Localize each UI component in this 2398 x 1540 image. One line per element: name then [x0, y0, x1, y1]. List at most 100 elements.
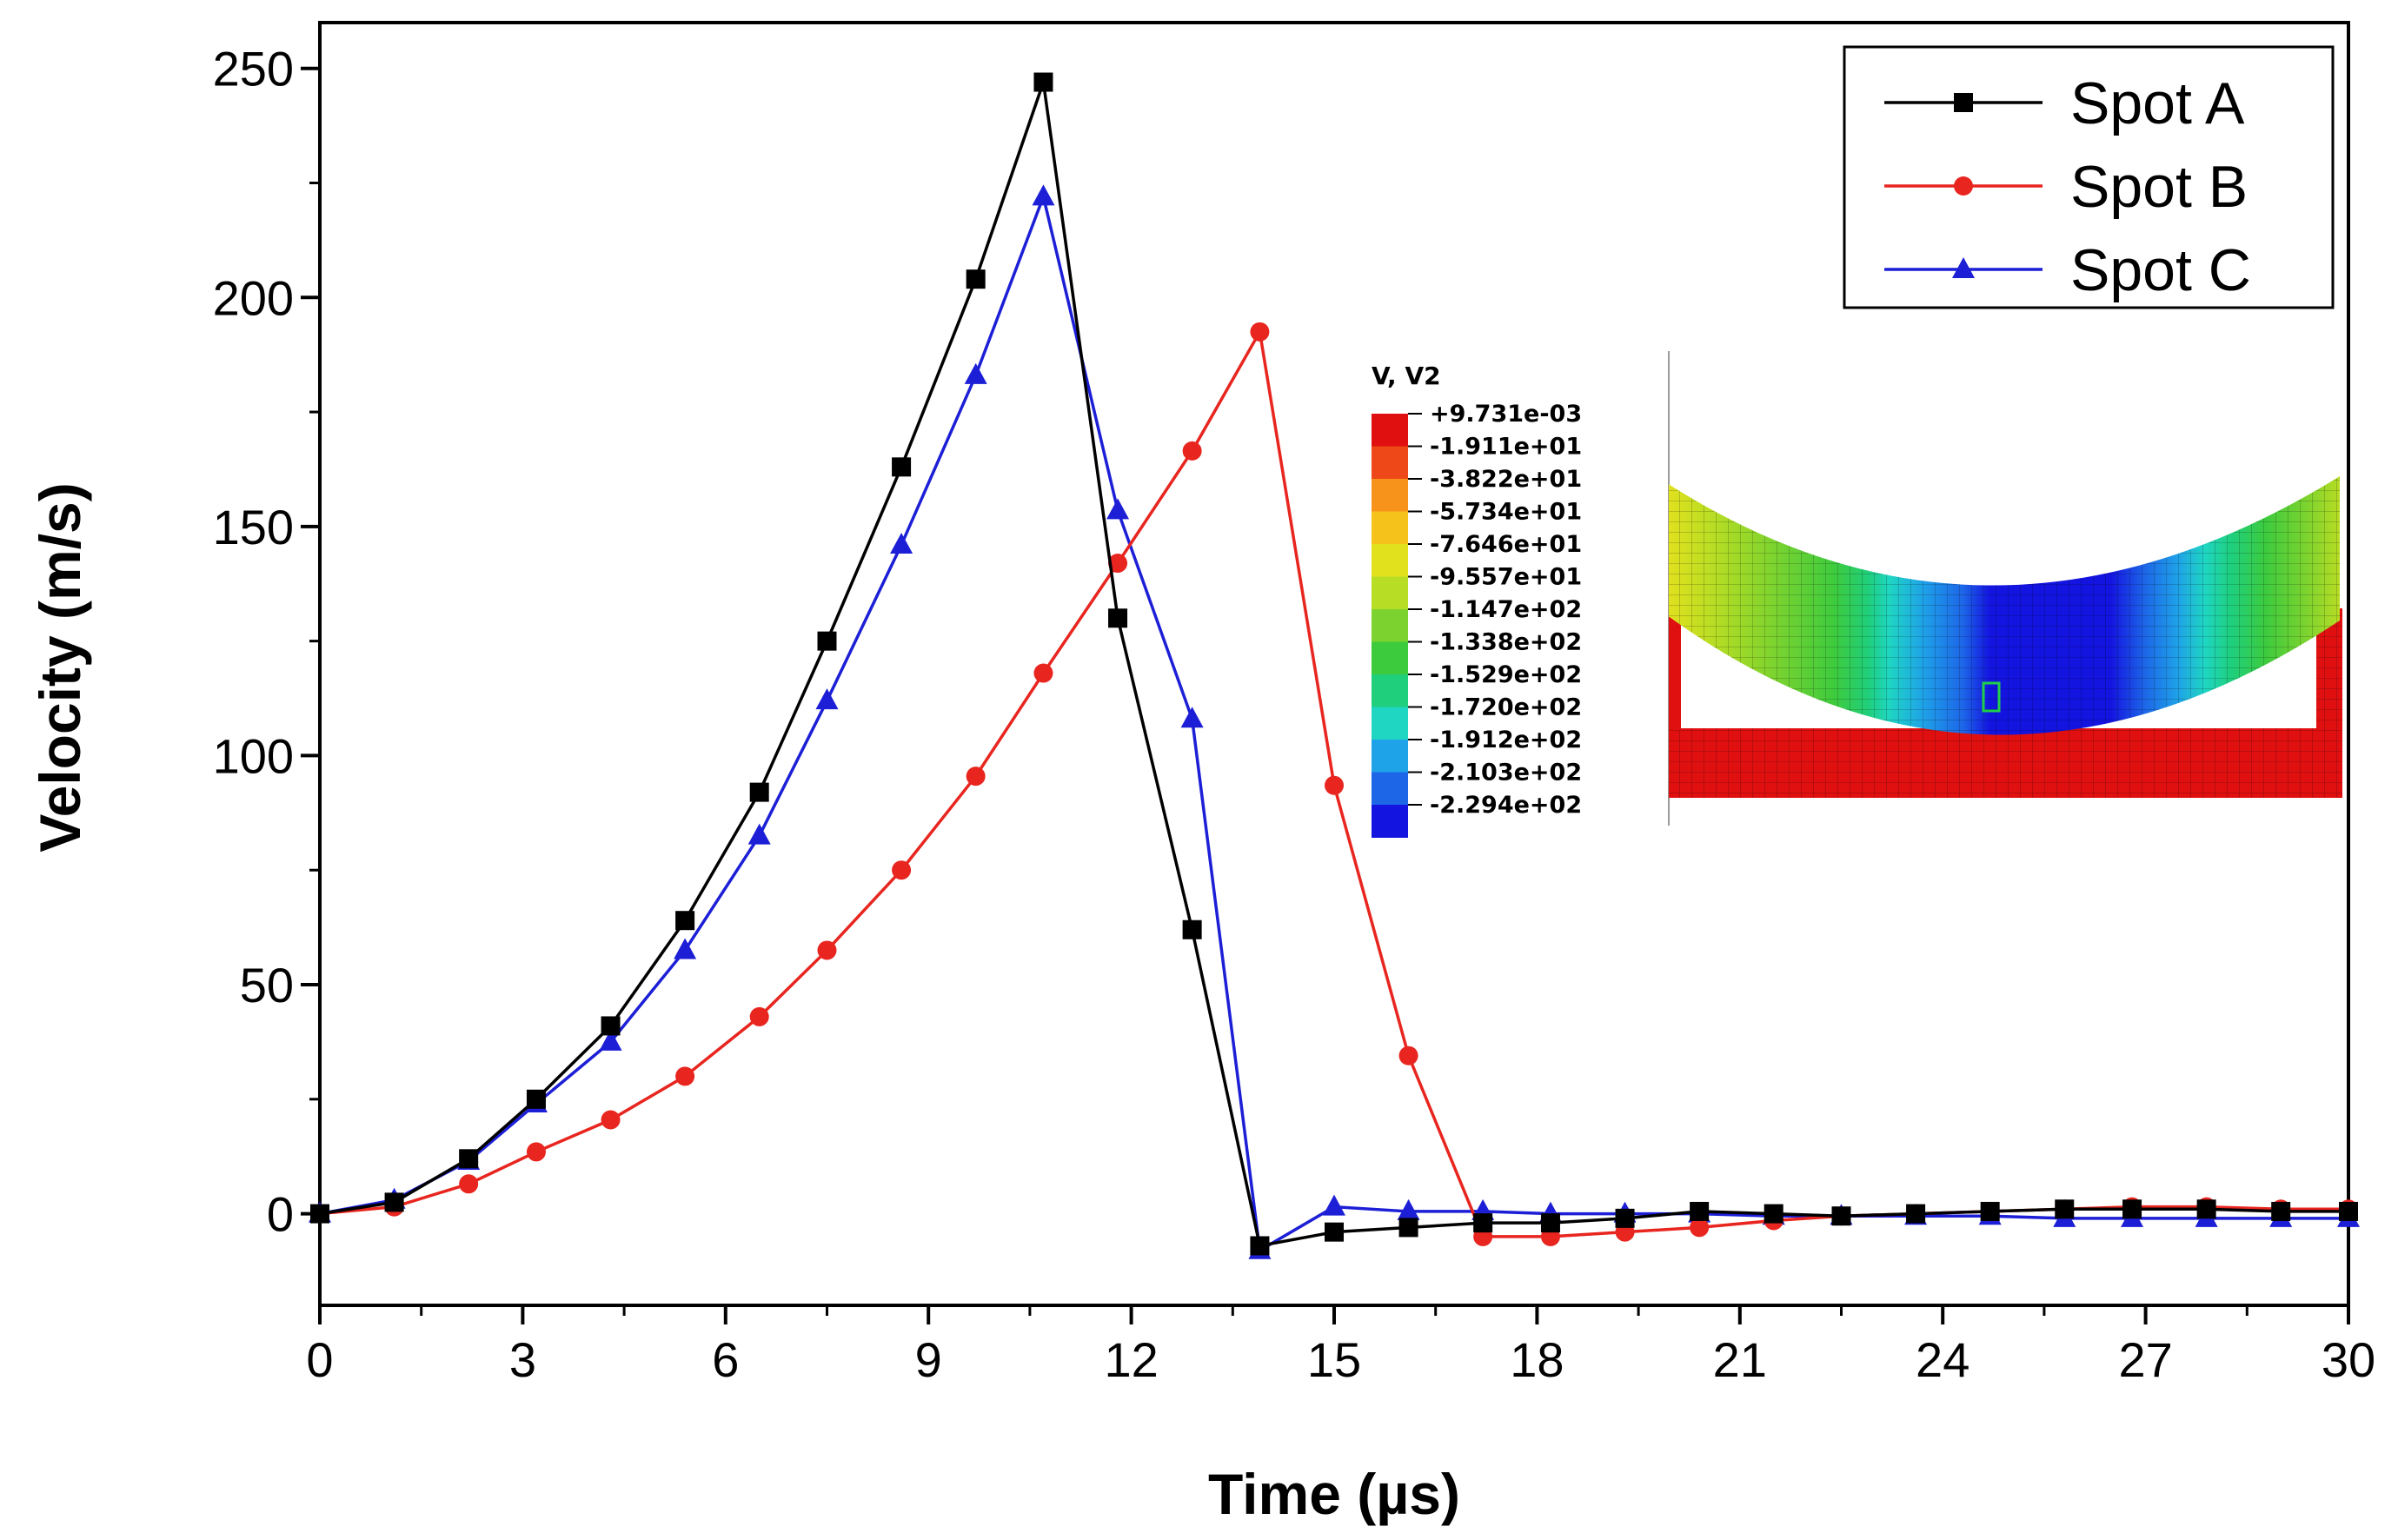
- data-point-spot-b: [1325, 775, 1344, 795]
- data-point-spot-b: [1398, 1045, 1418, 1065]
- data-point-spot-a: [1473, 1213, 1493, 1233]
- data-point-spot-a: [1615, 1208, 1635, 1228]
- colorbar-swatch: [1372, 609, 1408, 642]
- data-point-spot-a: [817, 631, 837, 651]
- data-point-spot-b: [675, 1066, 695, 1086]
- data-point-spot-b: [817, 940, 837, 960]
- colorbar-swatch: [1372, 772, 1408, 806]
- legend-entry-spot-a: Spot A: [1884, 70, 2245, 136]
- data-point-spot-a: [601, 1016, 621, 1036]
- colorbar-swatch: [1372, 544, 1408, 577]
- data-point-spot-a: [459, 1149, 479, 1169]
- x-tick-label: 6: [712, 1332, 739, 1387]
- x-tick-label: 9: [915, 1332, 942, 1387]
- colorbar-swatch: [1372, 805, 1408, 838]
- x-tick-label: 27: [2118, 1332, 2172, 1387]
- legend-marker: [1954, 176, 1973, 196]
- x-tick-label: 18: [1510, 1332, 1564, 1387]
- data-point-spot-c: [1323, 1194, 1345, 1216]
- colorbar-label: -3.822e+01: [1430, 466, 1582, 493]
- y-tick-label: 150: [213, 500, 294, 554]
- x-tick-label: 24: [1916, 1332, 1970, 1387]
- data-point-spot-a: [384, 1192, 404, 1212]
- data-point-spot-c: [674, 938, 697, 959]
- legend-label: Spot B: [2070, 154, 2248, 220]
- data-point-spot-c: [964, 362, 987, 384]
- data-point-spot-a: [2339, 1201, 2358, 1221]
- colorbar-label: -9.557e+01: [1430, 564, 1582, 591]
- data-point-spot-c: [1397, 1198, 1420, 1220]
- colorbar-label: -1.529e+02: [1430, 661, 1582, 688]
- x-tick-label: 3: [509, 1332, 536, 1387]
- tick-labels: 0 3 6 9 12 15 18 21 24 27 30 0 50 100 150 200 250: [213, 42, 2376, 1387]
- x-tick-label: 21: [1713, 1332, 1767, 1387]
- legend-label: Spot A: [2070, 70, 2245, 136]
- data-point-spot-a: [749, 782, 769, 802]
- y-axis-title: Velocity (m/s): [28, 482, 92, 853]
- colorbar-swatch: [1372, 740, 1408, 773]
- data-point-spot-a: [2271, 1201, 2291, 1221]
- data-point-spot-c: [815, 688, 839, 710]
- support-left-wall: [1669, 608, 1681, 730]
- data-point-spot-a: [892, 457, 912, 477]
- contour-plot: [1668, 351, 2342, 826]
- data-point-spot-b: [1690, 1218, 1710, 1238]
- y-tick-label: 250: [213, 42, 294, 96]
- data-point-spot-a: [1108, 608, 1128, 628]
- data-point-spot-b: [966, 767, 986, 787]
- colorbar-swatch: [1372, 576, 1408, 610]
- data-point-spot-a: [1980, 1201, 2000, 1221]
- data-point-spot-a: [1250, 1236, 1270, 1256]
- colorbar-swatch: [1372, 446, 1408, 480]
- data-point-spot-a: [1690, 1201, 1710, 1221]
- legend-marker: [1952, 257, 1975, 278]
- series-spot-a: [310, 72, 2358, 1256]
- legend-entry-spot-c: Spot C: [1884, 237, 2251, 303]
- colorbar-label: -1.912e+02: [1430, 727, 1582, 753]
- colorbar-swatch: [1372, 707, 1408, 740]
- colorbar-label: -1.338e+02: [1430, 629, 1582, 656]
- colorbar-swatch: [1372, 479, 1408, 512]
- colorbar-label: -1.147e+02: [1430, 596, 1582, 623]
- data-point-spot-a: [526, 1089, 546, 1109]
- data-point-spot-b: [1108, 554, 1128, 574]
- data-point-spot-b: [1033, 663, 1053, 683]
- x-tick-label: 12: [1104, 1332, 1158, 1387]
- legend: Spot A Spot B Spot C: [1843, 45, 2335, 309]
- data-point-spot-b: [892, 860, 912, 880]
- y-tick-label: 50: [240, 958, 294, 1012]
- y-tick-label: 0: [267, 1187, 294, 1242]
- series-layer: [309, 72, 2360, 1259]
- colorbar-swatch: [1372, 674, 1408, 707]
- data-point-spot-b: [459, 1174, 479, 1194]
- data-point-spot-a: [1764, 1204, 1784, 1224]
- data-point-spot-a: [966, 269, 986, 289]
- colorbar-label: -5.734e+01: [1430, 499, 1582, 526]
- legend-label: Spot C: [2070, 237, 2251, 303]
- data-point-spot-c: [747, 823, 771, 845]
- data-point-spot-b: [1250, 322, 1270, 342]
- colorbar-label: -1.720e+02: [1430, 694, 1582, 721]
- x-tick-label: 30: [2322, 1332, 2375, 1387]
- data-point-spot-c: [1180, 707, 1204, 728]
- data-point-spot-a: [2055, 1199, 2075, 1219]
- data-point-spot-c: [1032, 184, 1055, 206]
- legend-box: [1843, 45, 2335, 309]
- data-point-spot-a: [1325, 1222, 1344, 1242]
- data-point-spot-a: [310, 1204, 329, 1224]
- x-tick-label: 15: [1307, 1332, 1361, 1387]
- colorbar-swatch: [1372, 641, 1408, 675]
- data-point-spot-b: [601, 1110, 621, 1130]
- simulation-inset: V, V2 +9.731e-03 -1.911e+01 -3.822e+01 -5.7…: [1372, 351, 2342, 838]
- colorbar-label: -1.911e+01: [1430, 434, 1582, 461]
- y-tick-label: 100: [213, 728, 294, 783]
- data-point-spot-c: [1106, 498, 1130, 520]
- data-point-spot-b: [749, 1006, 769, 1026]
- colorbar-label: -2.294e+02: [1430, 792, 1582, 819]
- colorbar-label: -2.103e+02: [1430, 760, 1582, 787]
- data-point-spot-a: [1398, 1218, 1418, 1238]
- spot-marker: [1982, 681, 2001, 713]
- data-point-spot-a: [2196, 1199, 2216, 1219]
- colorbar-label: -7.646e+01: [1430, 531, 1582, 558]
